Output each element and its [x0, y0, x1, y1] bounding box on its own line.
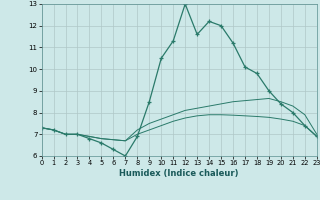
X-axis label: Humidex (Indice chaleur): Humidex (Indice chaleur) — [119, 169, 239, 178]
